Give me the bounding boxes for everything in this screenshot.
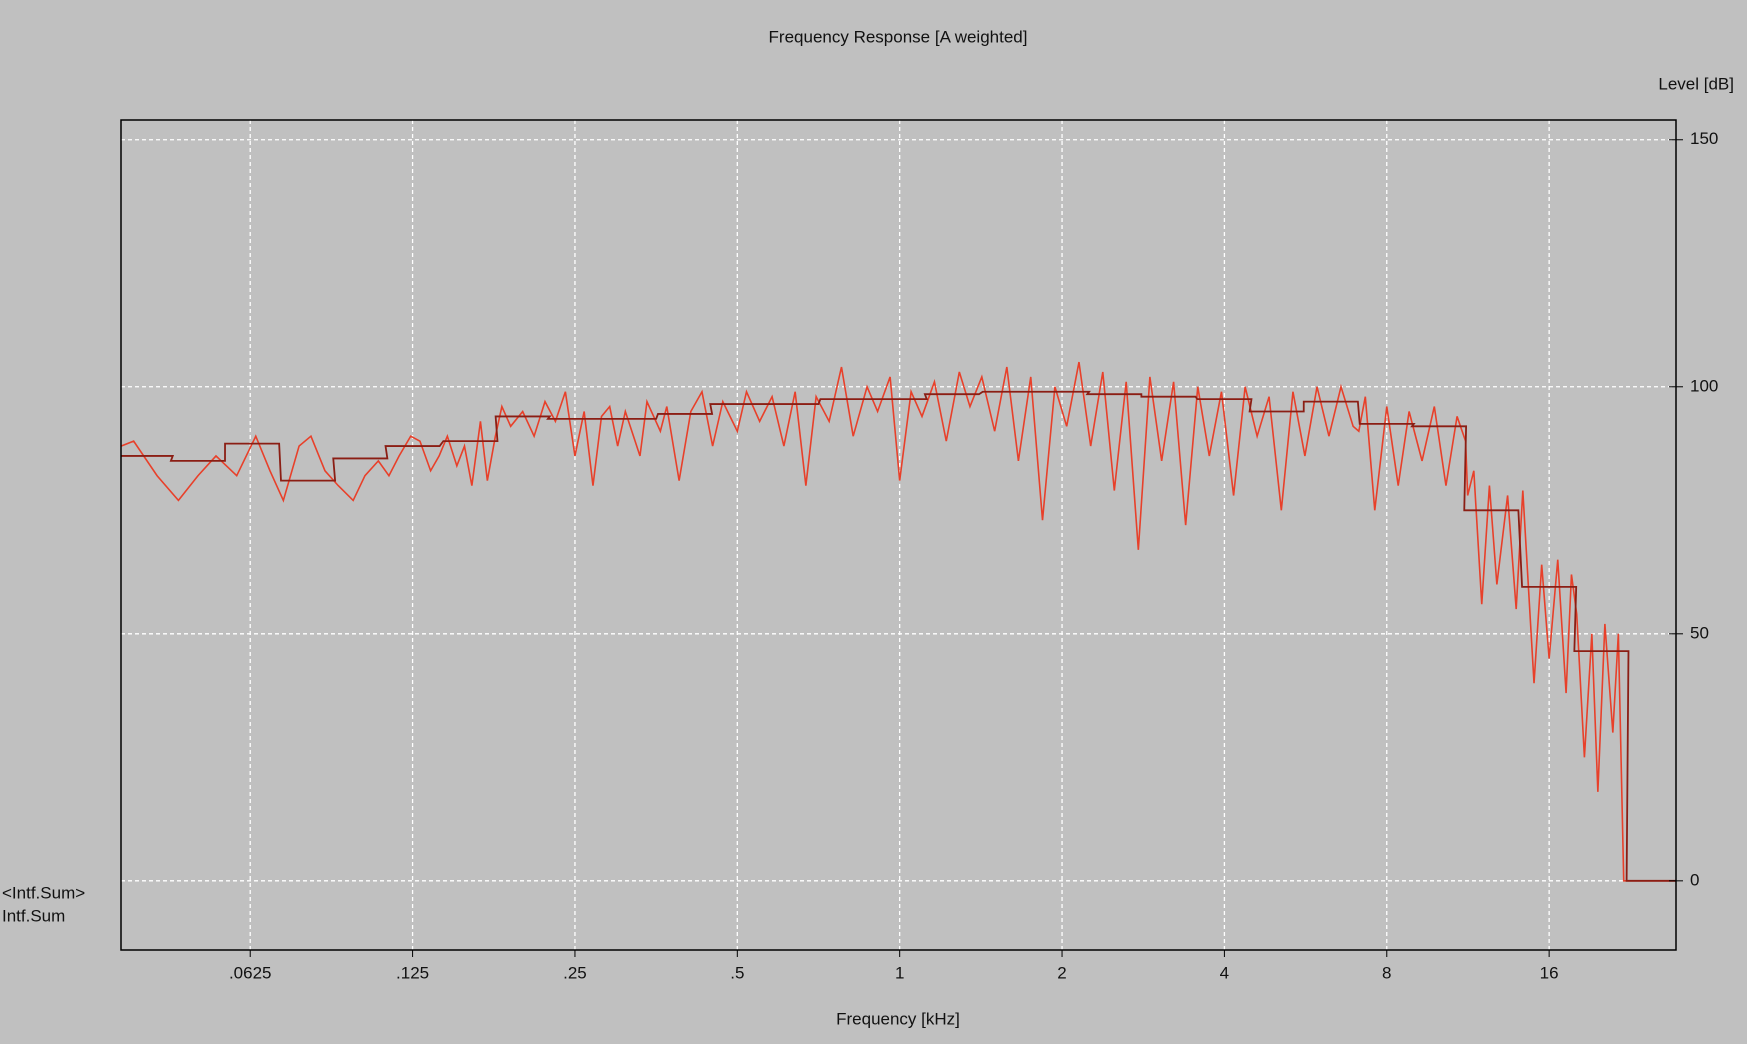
- x-tick-label: .5: [730, 963, 744, 982]
- band-level-line: [121, 390, 1676, 882]
- plot-frame: [120, 119, 1677, 951]
- y-tick-label: 100: [1690, 376, 1718, 395]
- x-axis-label: Frequency [kHz]: [836, 1009, 960, 1028]
- x-tick-label: .25: [563, 963, 587, 982]
- x-tick-label: .0625: [229, 963, 272, 982]
- legend-entry: Intf.Sum: [2, 906, 65, 925]
- chart-title: Frequency Response [A weighted]: [769, 27, 1028, 46]
- x-tick-label: 8: [1382, 963, 1391, 982]
- x-tick-label: .125: [396, 963, 429, 982]
- x-tick-label: 2: [1057, 963, 1066, 982]
- y-tick-label: 0: [1690, 870, 1699, 889]
- series-line: [121, 361, 1676, 882]
- y-tick-label: 50: [1690, 623, 1709, 642]
- x-tick-label: 4: [1220, 963, 1229, 982]
- legend-entry: <Intf.Sum>: [2, 883, 85, 902]
- x-tick-label: 16: [1540, 963, 1559, 982]
- plot-area: [121, 120, 1676, 950]
- y-tick-label: 150: [1690, 129, 1718, 148]
- x-tick-label: 1: [895, 963, 904, 982]
- y-axis-label: Level [dB]: [1658, 74, 1734, 93]
